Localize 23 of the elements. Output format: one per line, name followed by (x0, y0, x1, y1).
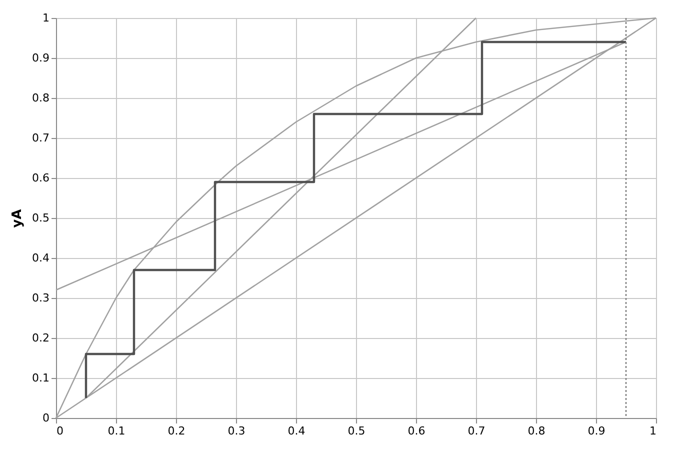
x-tick-label: 0.9 (588, 424, 606, 438)
y-tick-label: 0.5 (32, 212, 50, 224)
y-tick-label: 0.4 (32, 252, 50, 264)
x-tick-label: 0.3 (228, 424, 246, 438)
y-tick-label: 0.9 (32, 52, 50, 64)
x-tick-label: 1 (650, 424, 656, 438)
y-tick-label: 0.7 (32, 132, 50, 144)
x-tick-label: 0.1 (108, 424, 126, 438)
y-tick-label: 0.2 (32, 332, 50, 344)
x-tick-label: 0.5 (348, 424, 366, 438)
x-tick-label: 0.7 (468, 424, 486, 438)
y-axis-title: yA (10, 209, 26, 228)
y-tick-label: 0.6 (32, 172, 50, 184)
x-tick-label: 0.6 (408, 424, 426, 438)
y-tick-label: 0.8 (32, 92, 50, 104)
y-tick-label: 0 (42, 412, 50, 424)
x-tick-label: 0.8 (528, 424, 546, 438)
y-tick-label: 0.3 (32, 292, 50, 304)
x-tick-label: 0.2 (168, 424, 186, 438)
x-tick-label: 0 (56, 424, 64, 438)
x-tick-label: 0.4 (288, 424, 306, 438)
y-tick-label: 0.1 (32, 372, 50, 384)
y-tick-label: 1 (42, 12, 50, 24)
